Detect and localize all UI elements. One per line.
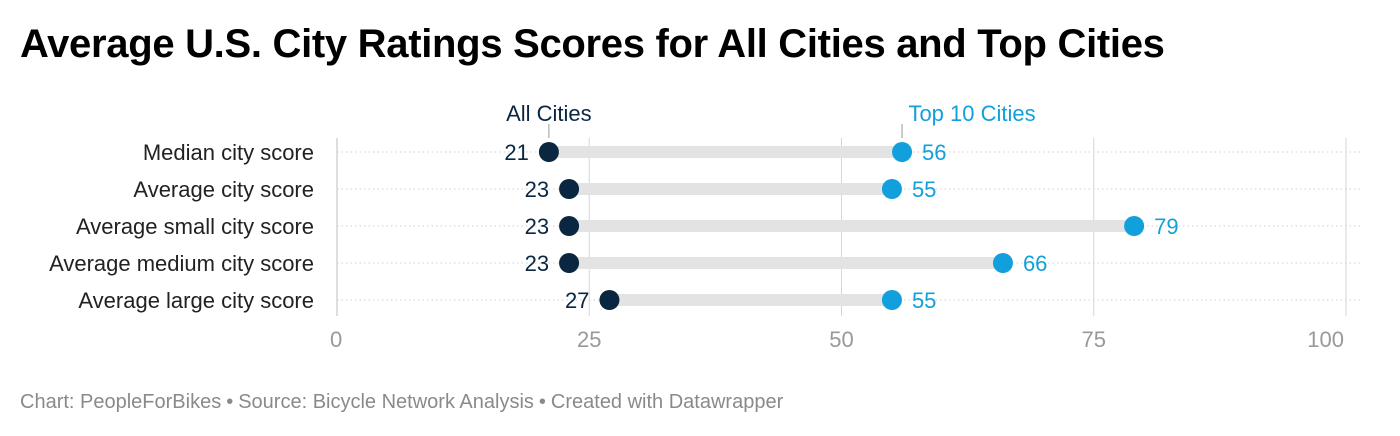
all-cities-dot (599, 290, 620, 310)
top-cities-dot (881, 179, 902, 199)
top-cities-value-label: 79 (1154, 214, 1178, 239)
all-cities-value-label: 21 (504, 140, 528, 165)
x-axis-ticks: 0 25 50 75 100 (330, 327, 1344, 352)
x-tick-label: 50 (829, 327, 853, 352)
chart-credit: Chart: PeopleForBikes (20, 391, 222, 413)
created-with-credit: Created with Datawrapper (550, 391, 784, 413)
x-tick-label: 75 (1082, 327, 1106, 352)
all-cities-dot (538, 142, 559, 162)
top-cities-dot (1124, 216, 1145, 236)
chart-title: Average U.S. City Ratings Scores for All… (20, 22, 1165, 66)
top-cities-value-label: 56 (922, 140, 946, 165)
all-cities-value-label: 23 (525, 251, 549, 276)
all-cities-dot (559, 179, 580, 199)
source-credit: Source: Bicycle Network Analysis (238, 391, 534, 413)
all-cities-value-label: 23 (525, 177, 549, 202)
category-label: Average large city score (78, 288, 314, 313)
x-tick-label: 0 (330, 327, 342, 352)
x-tick-label: 100 (1307, 327, 1344, 352)
top-cities-value-label: 55 (912, 177, 936, 202)
footer-separator: • (538, 391, 546, 413)
category-label: Average medium city score (49, 251, 314, 276)
category-label: Median city score (143, 140, 314, 165)
top-cities-dot (992, 253, 1013, 273)
top-cities-dot (892, 142, 913, 162)
legend-label-top-cities: Top 10 Cities (908, 101, 1035, 126)
all-cities-value-label: 23 (525, 214, 549, 239)
top-cities-value-label: 55 (912, 288, 936, 313)
all-cities-dot (559, 253, 580, 273)
rows: Median city score 21 56 Average city score 2… (49, 140, 1179, 313)
category-label: Average city score (133, 177, 314, 202)
all-cities-value-label: 27 (565, 288, 589, 313)
top-cities-value-label: 66 (1023, 251, 1047, 276)
all-cities-dot (559, 216, 580, 236)
x-tick-label: 25 (577, 327, 601, 352)
footer-separator: • (226, 391, 234, 413)
category-label: Average small city score (76, 214, 314, 239)
footer-credits: Chart: PeopleForBikes • Source: Bicycle Ne… (20, 391, 783, 414)
legend-label-all-cities: All Cities (506, 101, 592, 126)
top-cities-dot (881, 290, 902, 310)
legend: All Cities Top 10 Cities (506, 101, 1036, 138)
